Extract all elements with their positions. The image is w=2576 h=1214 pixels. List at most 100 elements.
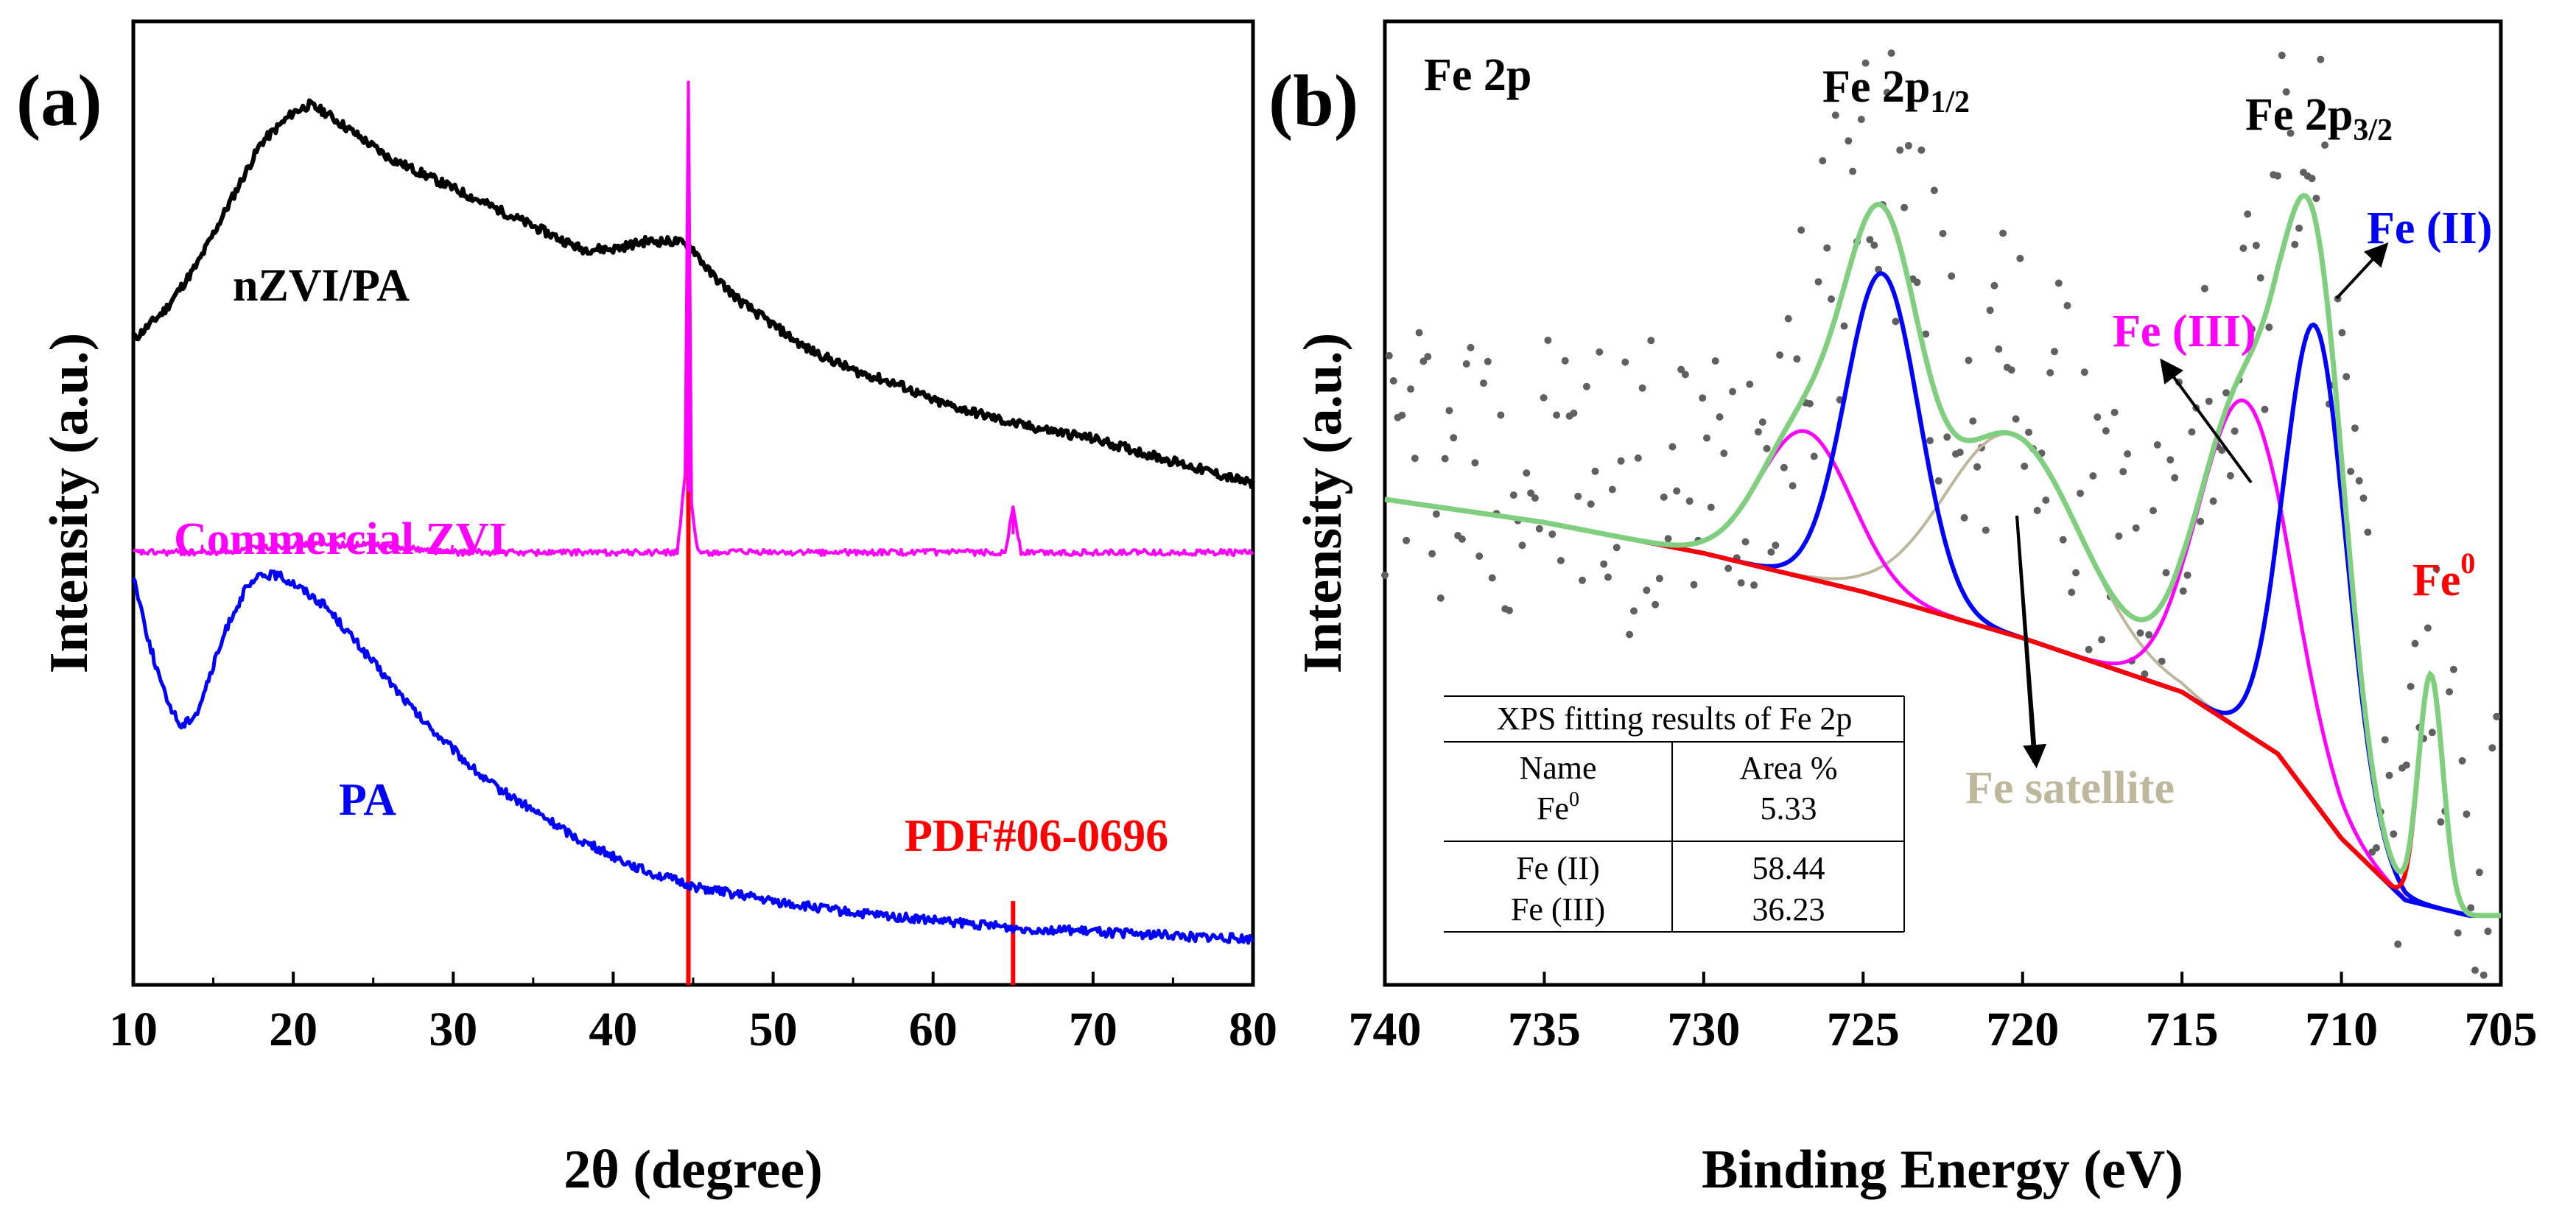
raw-data-point — [2051, 348, 2058, 356]
raw-data-point — [1660, 493, 1668, 501]
raw-data-point — [2390, 830, 2398, 838]
raw-data-point — [2480, 971, 2488, 979]
raw-data-point — [1707, 503, 1715, 511]
raw-data-point — [2394, 940, 2402, 948]
inset-row-name: Fe (III) — [1511, 891, 1605, 927]
label-fe0: Fe0 — [2412, 547, 2475, 606]
raw-data-point — [2179, 587, 2187, 595]
raw-data-point — [2432, 565, 2440, 573]
x-tick-label: 40 — [589, 1003, 637, 1056]
raw-data-point — [1805, 400, 1814, 407]
raw-data-point — [2124, 450, 2132, 458]
raw-data-point — [1823, 244, 1831, 252]
raw-data-point — [2424, 624, 2432, 632]
inset-row-value: 5.33 — [1761, 790, 1817, 827]
raw-data-point — [2145, 631, 2153, 639]
raw-data-point — [1411, 455, 1419, 463]
label-fe2p32-sub: 3/2 — [2353, 113, 2393, 147]
raw-data-point — [1870, 241, 1878, 249]
raw-data-point — [2171, 474, 2179, 482]
label-fe2: Fe (II) — [2367, 203, 2492, 253]
inset-row-name-main: Fe — [1537, 790, 1569, 827]
raw-data-point — [2437, 818, 2445, 826]
raw-data-point — [2338, 329, 2346, 337]
raw-data-point — [2136, 629, 2144, 637]
panel-b: (b) 740 735 730 725 720 715 710 705 Fe 2p Fe 2p… — [1268, 19, 2538, 1200]
raw-data-point — [2188, 428, 2196, 436]
raw-data-point — [2063, 301, 2071, 309]
inset-row-name-sup: 0 — [1569, 788, 1579, 811]
raw-data-point — [1948, 272, 1956, 280]
raw-data-point — [1432, 510, 1440, 518]
raw-data-point — [1982, 526, 1990, 534]
raw-data-point — [2321, 141, 2329, 149]
raw-data-point — [2467, 904, 2475, 912]
raw-data-point — [1488, 574, 1496, 582]
inset-header-area: Area % — [1739, 750, 1837, 786]
raw-data-point — [2402, 761, 2410, 769]
raw-data-point — [2355, 477, 2363, 485]
raw-data-point — [2077, 489, 2084, 497]
fit-envelope — [1384, 192, 2501, 919]
label-fe2p-region: Fe 2p — [1424, 50, 1531, 100]
raw-data-point — [2454, 929, 2462, 937]
raw-data-point — [1754, 428, 1762, 436]
raw-data-point — [1540, 394, 1548, 401]
raw-data-point — [1943, 433, 1951, 441]
inset-row-value: 36.23 — [1752, 891, 1825, 927]
raw-data-point — [2484, 927, 2492, 936]
raw-data-point — [2239, 245, 2247, 252]
arrow-satellite-b — [2015, 515, 2035, 763]
raw-data-point — [2226, 471, 2234, 480]
raw-data-point — [2183, 571, 2191, 579]
raw-data-point — [1999, 229, 2007, 237]
label-fe2p12-sub: 1/2 — [1930, 85, 1970, 119]
raw-data-point — [1441, 455, 1449, 463]
raw-data-point — [2110, 408, 2119, 416]
raw-data-point — [1561, 357, 1569, 365]
raw-data-point — [1638, 384, 1646, 392]
raw-data-point — [1866, 236, 1874, 244]
raw-data-point — [1574, 492, 1582, 500]
raw-data-point — [1995, 345, 2003, 353]
raw-data-points — [1381, 49, 2501, 979]
raw-data-point — [1403, 536, 1411, 544]
raw-data-point — [1772, 541, 1780, 550]
raw-data-point — [2244, 210, 2252, 218]
raw-data-point — [1887, 49, 1895, 57]
raw-data-point — [1480, 379, 1487, 387]
x-tick-label: 735 — [1508, 1003, 1581, 1056]
arrow-fe2 — [2335, 242, 2389, 300]
raw-data-point — [1591, 467, 1599, 475]
raw-data-point — [2132, 524, 2140, 532]
raw-data-point — [1518, 541, 1526, 550]
raw-data-point — [2200, 284, 2208, 292]
raw-data-point — [1527, 489, 1535, 497]
raw-data-point — [2205, 397, 2213, 405]
raw-data-point — [1917, 146, 1926, 154]
raw-data-point — [2054, 279, 2063, 287]
raw-data-point — [1497, 411, 1505, 419]
raw-data-point — [2317, 55, 2325, 63]
x-tick-label: 30 — [429, 1003, 477, 1056]
x-tick-label: 710 — [2305, 1003, 2378, 1056]
raw-data-point — [1535, 524, 1543, 533]
raw-data-point — [2218, 446, 2226, 455]
series-line-commercial-zvi — [132, 80, 1254, 558]
label-fe2p32: Fe 2p3/2 — [2245, 90, 2393, 147]
panel-b-y-axis-title: Intensity (a.u.) — [1293, 333, 1353, 674]
raw-data-point — [1741, 538, 1749, 546]
raw-data-point — [2449, 665, 2457, 673]
label-fe0-main: Fe — [2412, 555, 2460, 606]
raw-data-point — [1458, 535, 1466, 543]
raw-data-point — [2475, 869, 2483, 877]
raw-data-point — [1445, 407, 1453, 415]
raw-data-point — [2411, 639, 2419, 648]
raw-data-point — [1462, 360, 1470, 368]
raw-data-point — [1579, 576, 1586, 584]
raw-data-point — [2282, 88, 2290, 96]
raw-data-point — [2102, 427, 2110, 435]
x-tick-label: 705 — [2465, 1003, 2538, 1056]
raw-data-point — [1965, 357, 1973, 365]
